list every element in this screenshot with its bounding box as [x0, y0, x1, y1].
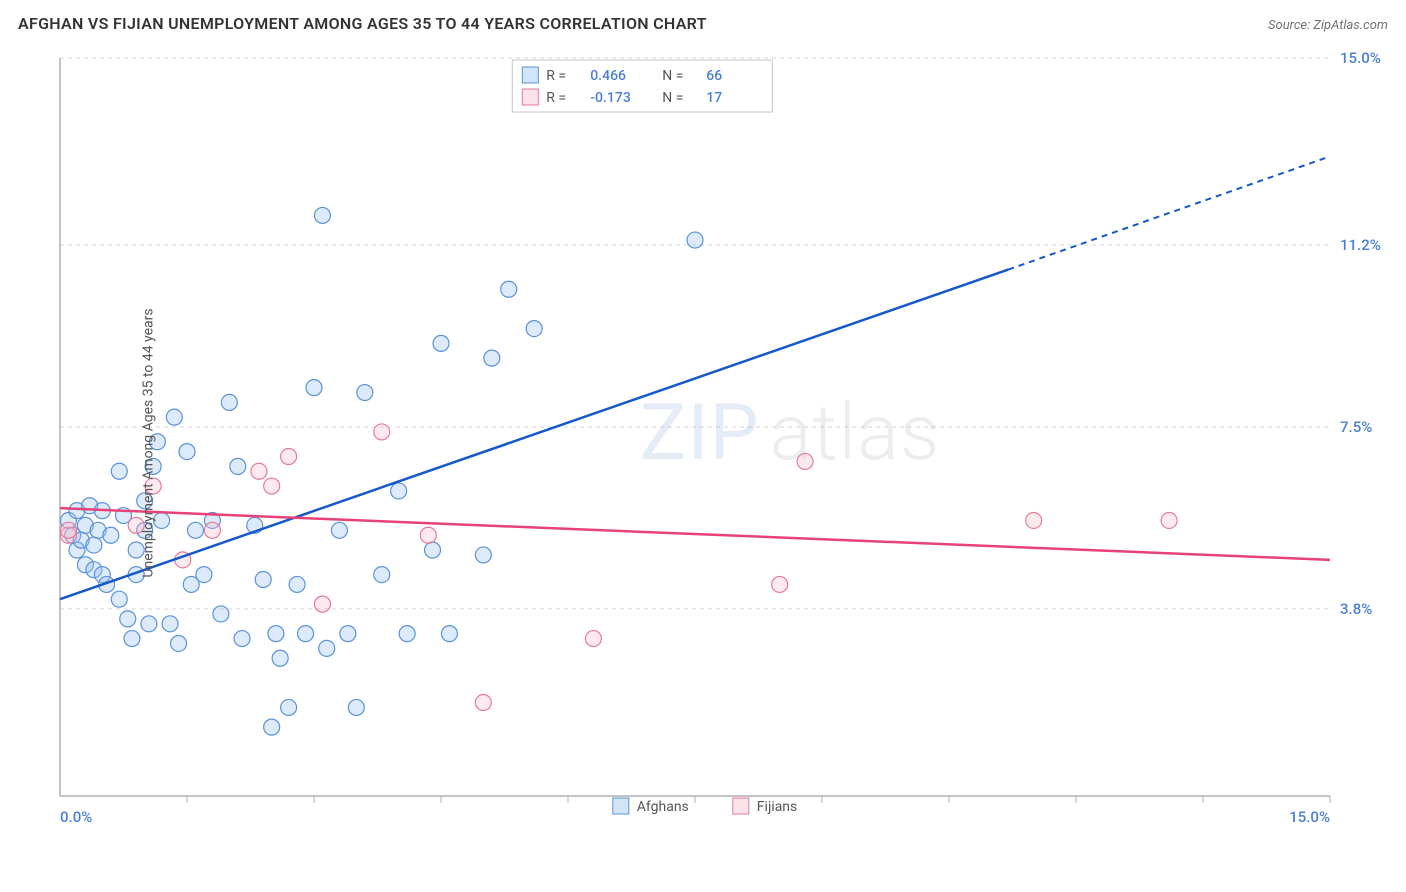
afghan-point — [234, 631, 250, 647]
afghan-point — [289, 576, 305, 592]
legend-r-value: -0.173 — [590, 90, 631, 106]
legend-swatch — [522, 89, 538, 105]
afghan-point — [272, 650, 288, 666]
afghan-trend-extrap — [1008, 156, 1330, 269]
fijian-point — [204, 522, 220, 538]
afghan-point — [441, 626, 457, 642]
x-min-label: 0.0% — [60, 808, 92, 826]
y-tick-label: 3.8% — [1340, 600, 1372, 618]
afghan-point — [331, 522, 347, 538]
y-tick-label: 15.0% — [1340, 49, 1381, 67]
afghan-point — [281, 699, 297, 715]
x-max-label: 15.0% — [1289, 808, 1330, 826]
legend-n-label: N = — [662, 90, 683, 106]
legend-r-label: R = — [546, 90, 566, 106]
afghan-point — [399, 626, 415, 642]
afghan-point — [374, 567, 390, 583]
plot-area: Unemployment Among Ages 35 to 44 years 3… — [50, 48, 1390, 838]
legend-n-label: N = — [662, 68, 683, 84]
legend-fijians: Fijians — [757, 799, 797, 815]
afghan-point — [120, 611, 136, 627]
fijian-point — [585, 631, 601, 647]
fijian-point — [251, 463, 267, 479]
fijian-point — [314, 596, 330, 612]
afghan-point — [255, 572, 271, 588]
afghan-point — [111, 591, 127, 607]
afghan-point — [179, 444, 195, 460]
afghan-point — [340, 626, 356, 642]
afghan-point — [141, 616, 157, 632]
fijian-point — [374, 424, 390, 440]
fijian-point — [281, 449, 297, 465]
afghan-point — [314, 207, 330, 223]
afghan-point — [391, 483, 407, 499]
fijian-point — [420, 527, 436, 543]
legend-afghans: Afghans — [637, 799, 689, 815]
afghan-point — [357, 385, 373, 401]
afghan-point — [306, 380, 322, 396]
fijian-point — [1161, 512, 1177, 528]
legend-r-label: R = — [546, 68, 566, 84]
afghan-point — [187, 522, 203, 538]
afghan-point — [425, 542, 441, 558]
afghan-point — [162, 616, 178, 632]
afghan-point — [526, 321, 542, 337]
afghan-point — [348, 699, 364, 715]
afghan-point — [484, 350, 500, 366]
source-label: Source: ZipAtlas.com — [1268, 18, 1388, 33]
watermark: atlas — [770, 388, 941, 479]
watermark: ZIP — [640, 388, 760, 479]
legend-swatch — [733, 798, 749, 814]
afghan-point — [298, 626, 314, 642]
afghan-point — [319, 640, 335, 656]
fijian-point — [797, 453, 813, 469]
afghan-point — [86, 537, 102, 553]
legend-swatch — [522, 67, 538, 83]
legend-r-value: 0.466 — [590, 68, 626, 84]
afghan-point — [687, 232, 703, 248]
afghan-point — [196, 567, 212, 583]
fijian-point — [475, 695, 491, 711]
afghan-point — [501, 281, 517, 297]
afghan-point — [103, 527, 119, 543]
afghan-point — [111, 463, 127, 479]
afghan-point — [268, 626, 284, 642]
fijian-point — [1026, 512, 1042, 528]
chart-title: AFGHAN VS FIJIAN UNEMPLOYMENT AMONG AGES… — [18, 14, 707, 33]
afghan-point — [124, 631, 140, 647]
legend-swatch — [613, 798, 629, 814]
fijian-point — [772, 576, 788, 592]
afghan-point — [264, 719, 280, 735]
scatter-chart: 3.8% 7.5% 11.2% 15.0% 0.0% 15.0% ZIPatlas R = 0.… — [50, 48, 1390, 838]
fijian-point — [60, 522, 76, 538]
afghan-point — [230, 458, 246, 474]
afghan-point — [213, 606, 229, 622]
afghan-point — [171, 635, 187, 651]
y-tick-label: 11.2% — [1340, 236, 1381, 254]
y-axis-label: Unemployment Among Ages 35 to 44 years — [141, 308, 157, 577]
legend-n-value: 66 — [706, 68, 722, 84]
legend-n-value: 17 — [706, 90, 722, 106]
afghan-point — [221, 394, 237, 410]
fijian-point — [264, 478, 280, 494]
afghan-point — [433, 335, 449, 351]
afghan-point — [475, 547, 491, 563]
y-tick-label: 7.5% — [1340, 418, 1372, 436]
afghan-point — [166, 409, 182, 425]
